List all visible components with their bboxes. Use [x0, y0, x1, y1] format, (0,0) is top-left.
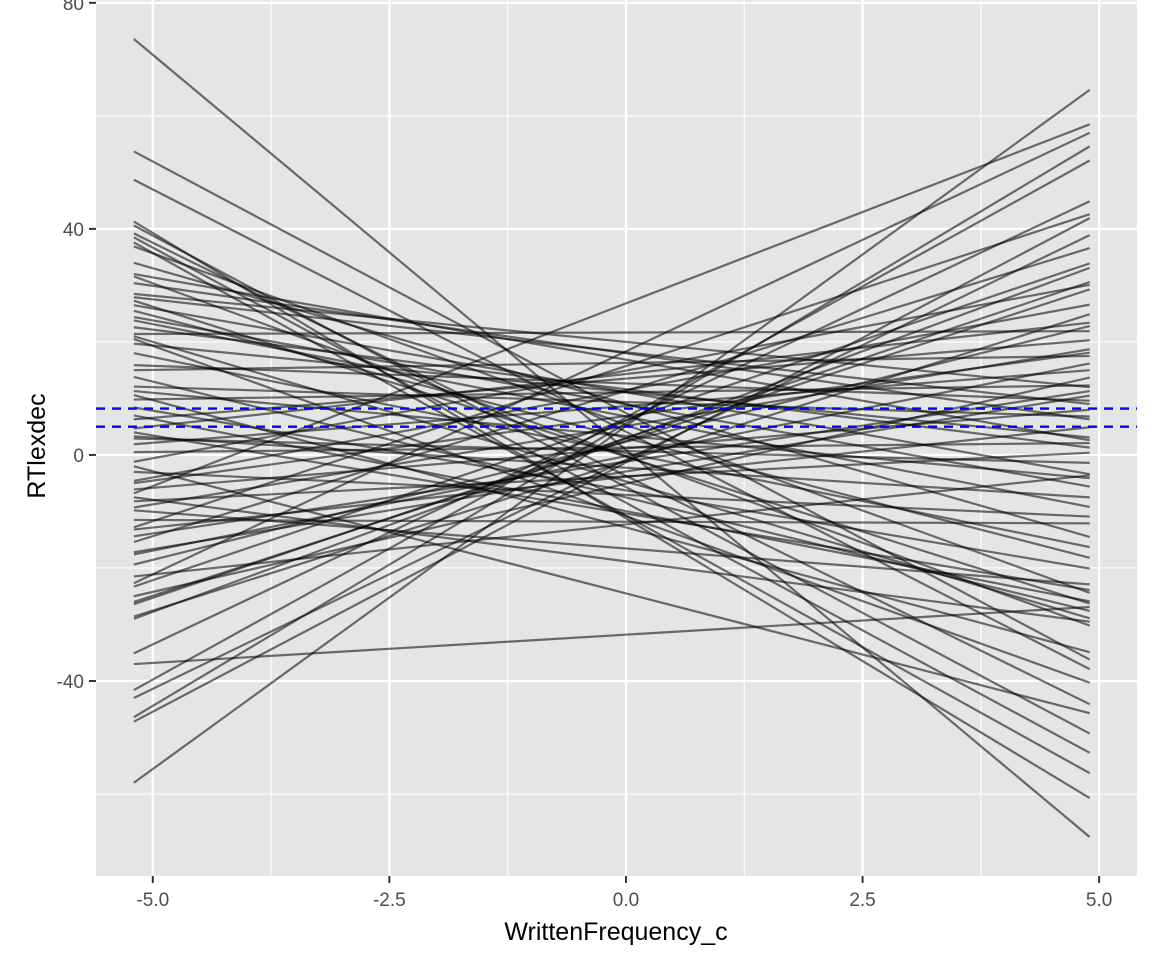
series-line [133, 393, 1090, 654]
x-tick-label: -5.0 [136, 890, 169, 911]
series-line [133, 518, 1090, 525]
y-tick-label: 40 [63, 220, 84, 241]
series-line [133, 296, 1090, 406]
series-line [133, 390, 1090, 538]
series-line [133, 245, 1091, 594]
reference-lines [96, 407, 1137, 428]
series-line [133, 496, 1090, 623]
series-line [133, 38, 1091, 838]
series-line [133, 470, 1090, 518]
series-line [133, 335, 1090, 620]
series-line [133, 266, 1091, 620]
series-line [133, 292, 1090, 389]
series-line [133, 213, 1091, 529]
series-line [133, 605, 1090, 666]
y-axis-tick-labels: -40 0 40 80 [57, 0, 84, 693]
series-line [133, 431, 1090, 592]
y-axis-title: RTlexdec [23, 393, 51, 498]
series-line [133, 330, 1090, 336]
series-line [133, 354, 1090, 372]
x-tick-label: 0.0 [613, 890, 639, 911]
axis-ticks [89, 1, 1101, 883]
series-line [133, 241, 1091, 775]
series-line [133, 339, 1090, 421]
y-tick-label: -40 [57, 672, 84, 693]
series-line [133, 217, 1091, 723]
x-tick-label: -2.5 [373, 890, 406, 911]
x-axis-tick-labels: -5.0 -2.5 0.0 2.5 5.0 [136, 890, 1112, 911]
series-line [133, 319, 1090, 509]
series-line [133, 394, 1090, 554]
series-line [133, 406, 1090, 570]
series-line [133, 351, 1090, 485]
series-line [133, 123, 1091, 495]
x-tick-label: 2.5 [849, 890, 875, 911]
series-lines [133, 38, 1091, 838]
series-line [133, 465, 1090, 715]
series-line [133, 303, 1090, 483]
x-tick-label: 5.0 [1086, 890, 1112, 911]
plot-panel [96, 0, 1137, 876]
x-axis-title: WrittenFrequency_c [504, 918, 727, 946]
series-line [133, 315, 1090, 488]
series-line [133, 88, 1091, 784]
y-tick-label: 80 [63, 0, 84, 15]
series-line [133, 159, 1091, 692]
series-line [133, 288, 1091, 603]
series-line [133, 145, 1091, 719]
y-tick-label: 0 [73, 446, 84, 467]
series-line [133, 150, 1091, 661]
